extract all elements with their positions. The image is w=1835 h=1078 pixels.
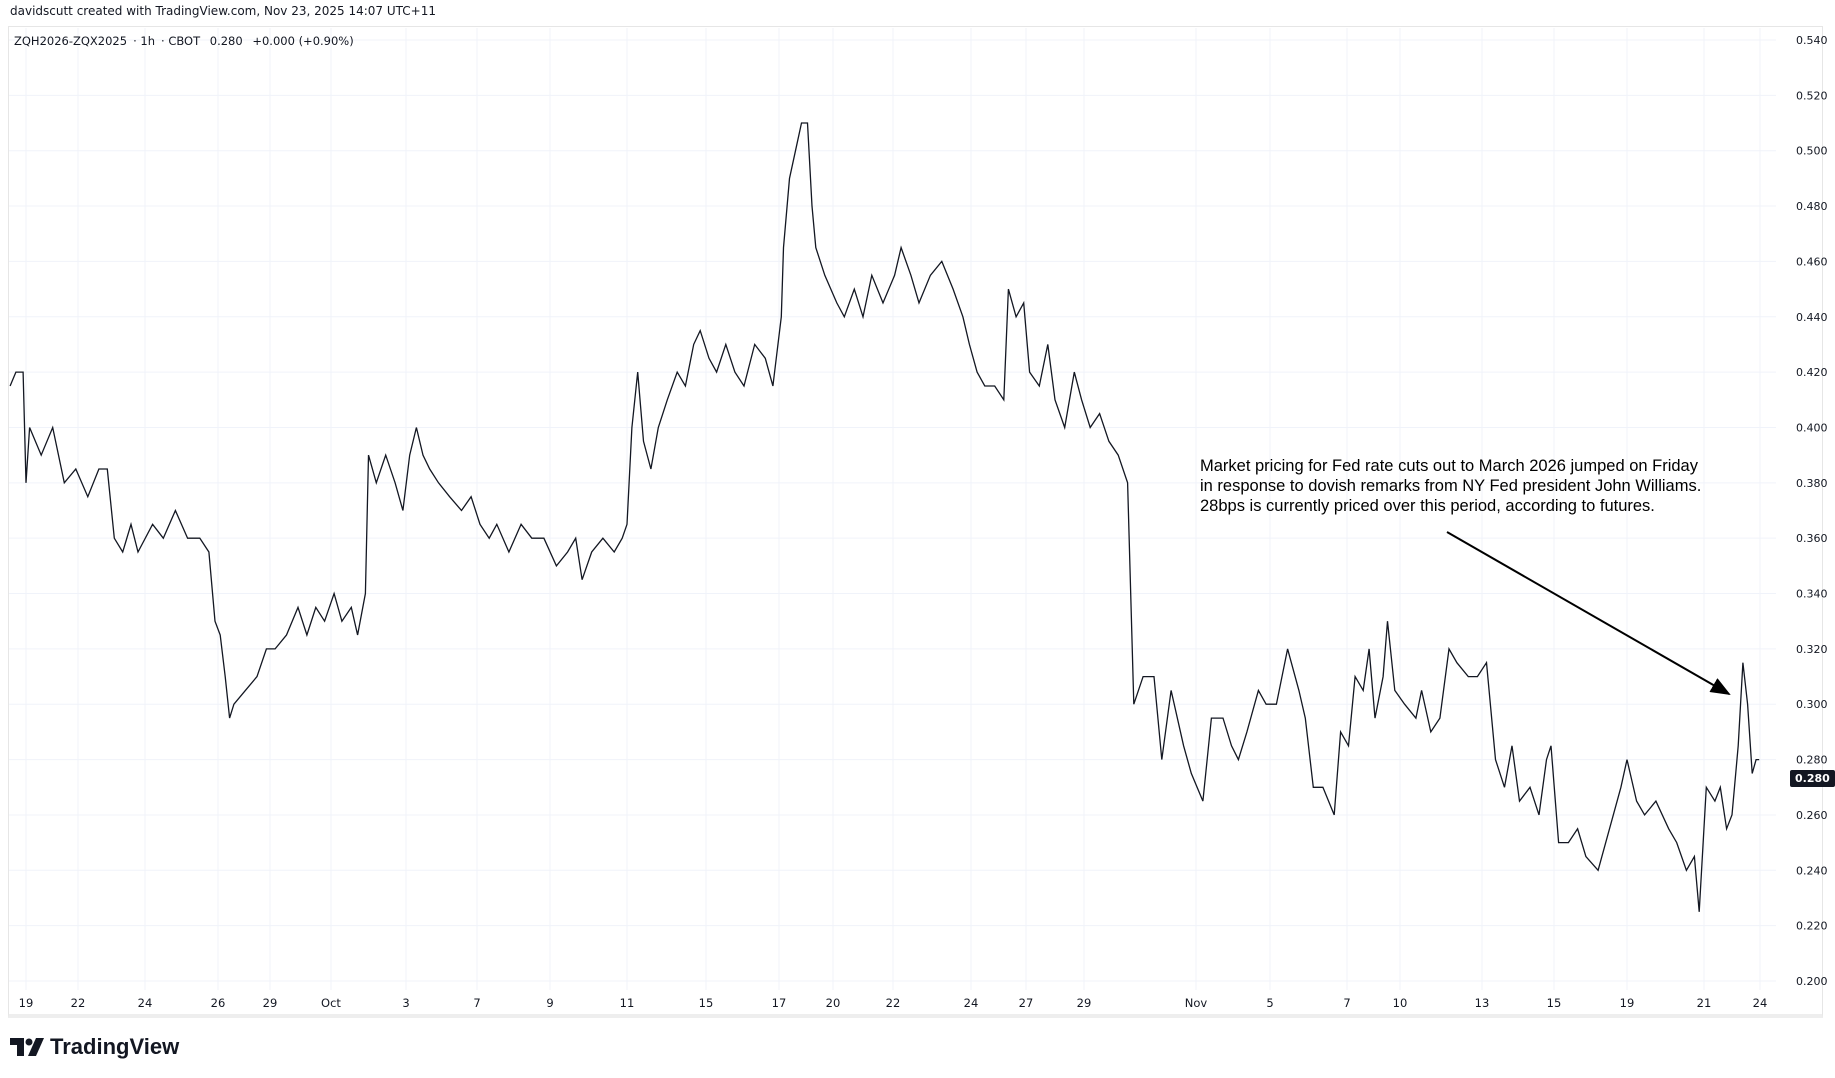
x-tick-label: Oct <box>321 996 341 1010</box>
y-tick-label: 0.340 <box>1796 588 1828 601</box>
x-tick-label: Nov <box>1185 996 1208 1010</box>
y-tick-label: 0.220 <box>1796 920 1828 933</box>
tradingview-logo[interactable]: TradingView <box>10 1034 179 1060</box>
x-tick-label: 20 <box>826 996 841 1010</box>
x-tick-label: 5 <box>1266 996 1273 1010</box>
x-tick-label: 22 <box>71 996 86 1010</box>
symbol-legend: ZQH2026-ZQX2025 · 1h · CBOT 0.280 +0.000 (… <box>14 34 354 48</box>
last-price-tag: 0.280 <box>1790 770 1835 787</box>
annotation-arrow <box>1446 531 1731 695</box>
y-tick-label: 0.240 <box>1796 864 1828 877</box>
x-tick-label: 11 <box>620 996 635 1010</box>
logo-text: TradingView <box>50 1034 180 1059</box>
y-tick-label: 0.520 <box>1796 89 1828 102</box>
y-tick-label: 0.400 <box>1796 421 1828 434</box>
x-tick-label: 26 <box>211 996 226 1010</box>
chart-credit: davidscutt created with TradingView.com,… <box>10 4 436 18</box>
x-tick-label: 21 <box>1697 996 1712 1010</box>
x-tick-label: 7 <box>473 996 480 1010</box>
x-tick-label: 27 <box>1019 996 1034 1010</box>
annotation-text: Market pricing for Fed rate cuts out to … <box>1200 457 1702 515</box>
x-tick-label: 22 <box>886 996 901 1010</box>
x-tick-label: 24 <box>138 996 153 1010</box>
series-line <box>9 122 1760 912</box>
y-tick-label: 0.460 <box>1796 255 1828 268</box>
tradingview-logo-icon <box>10 1038 44 1056</box>
interval: 1h <box>140 34 155 48</box>
x-tick-label: 10 <box>1393 996 1408 1010</box>
y-tick-label: 0.540 <box>1796 34 1828 47</box>
y-tick-label: 0.200 <box>1796 975 1828 988</box>
x-tick-label: 15 <box>1547 996 1562 1010</box>
symbol-name: ZQH2026-ZQX2025 <box>14 34 128 48</box>
x-tick-label: 24 <box>1753 996 1768 1010</box>
x-axis: 19 22 24 26 29 Oct 3 7 9 11 15 17 20 22 24 27 29 Nov 5 7 10 1… <box>19 996 1768 1010</box>
last-price: 0.280 <box>209 34 243 48</box>
y-tick-label: 0.500 <box>1796 145 1828 158</box>
chart-frame <box>8 26 1823 1018</box>
x-tick-label: 9 <box>546 996 553 1010</box>
y-tick-label: 0.360 <box>1796 532 1828 545</box>
y-tick-label: 0.260 <box>1796 809 1828 822</box>
x-tick-label: 19 <box>1620 996 1635 1010</box>
x-tick-label: 24 <box>964 996 979 1010</box>
x-tick-label: 17 <box>772 996 787 1010</box>
y-tick-label: 0.320 <box>1796 643 1828 656</box>
x-tick-label: 19 <box>19 996 34 1010</box>
y-tick-label: 0.420 <box>1796 366 1828 379</box>
x-tick-label: 29 <box>263 996 278 1010</box>
x-tick-label: 7 <box>1343 996 1350 1010</box>
exchange: CBOT <box>168 34 201 48</box>
x-tick-label: 13 <box>1475 996 1490 1010</box>
y-tick-label: 0.480 <box>1796 200 1828 213</box>
y-tick-label: 0.280 <box>1796 754 1828 767</box>
price-change: +0.000 (+0.90%) <box>252 34 354 48</box>
y-tick-label: 0.440 <box>1796 311 1828 324</box>
x-tick-label: 29 <box>1077 996 1092 1010</box>
grid <box>9 28 1776 990</box>
y-tick-label: 0.300 <box>1796 698 1828 711</box>
x-tick-label: 3 <box>402 996 409 1010</box>
x-tick-label: 15 <box>699 996 714 1010</box>
y-tick-label: 0.380 <box>1796 477 1828 490</box>
y-axis: 0.540 0.520 0.500 0.480 0.460 0.440 0.420 0.400… <box>1796 34 1828 988</box>
